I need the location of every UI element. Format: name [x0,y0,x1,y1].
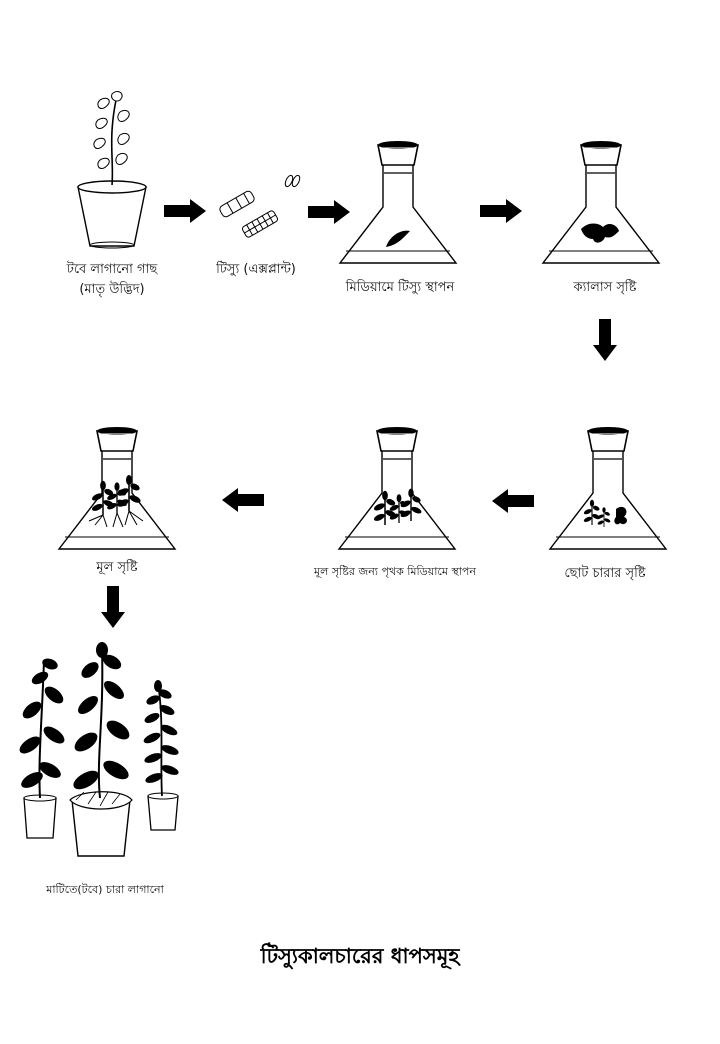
label-root: মূল সৃষ্টি [96,560,138,575]
flask-explant [339,140,457,264]
label-mother-plant-line2: (মাতৃ উদ্ভিদ) [79,282,145,297]
label-planting: মাটিতে(টবে) চারা লাগানো [46,883,164,896]
label-callus: ক্যালাস সৃষ্টি [573,280,637,295]
label-explant: টিস্যু (এক্সপ্লান্ট) [216,262,296,277]
arrow-5 [492,489,534,513]
potted-plants [19,642,179,857]
arrow-2 [308,200,350,224]
mother-plant-pot [77,91,147,249]
flask-callus [542,140,660,264]
flask-root-media [338,426,456,550]
label-root-media: মূল সৃষ্টির জন্য পৃথক মিডিয়ামে স্থাপন [314,565,476,578]
explant-pieces [219,174,301,238]
diagram-title: টিস্যুকালচারের ধাপসমূহ [260,944,460,968]
label-seedling: ছোট চারার সৃষ্টি [564,566,646,581]
label-mother-plant: টবে লাগানো গাছ (মাতৃ উদ্ভিদ) [52,260,172,300]
label-mother-plant-line1: টবে লাগানো গাছ [66,262,158,277]
arrow-4 [593,319,617,361]
flask-rooted [58,426,176,550]
label-media: মিডিয়ামে টিস্যু স্থাপন [345,280,455,295]
arrow-3 [480,199,522,223]
arrow-6 [222,488,264,512]
arrow-7 [101,586,125,628]
flask-seedling [549,426,667,550]
arrow-1 [164,199,206,223]
